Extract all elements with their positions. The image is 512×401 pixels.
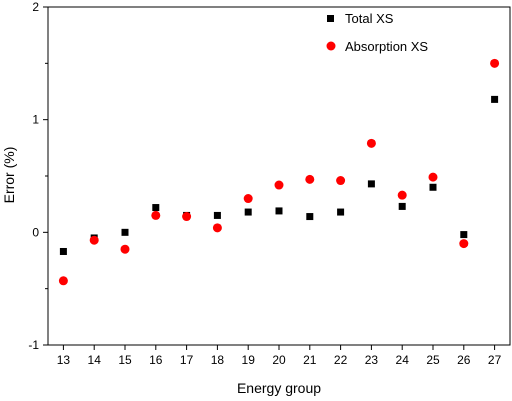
x-tick-label: 24: [396, 353, 410, 367]
x-tick-label: 20: [272, 353, 286, 367]
x-tick-label: 19: [242, 353, 256, 367]
x-tick-label: 27: [488, 353, 502, 367]
data-point-total-xs: [491, 95, 499, 103]
legend-marker-total-xs: [327, 15, 334, 22]
x-tick-label: 13: [57, 353, 71, 367]
y-axis: 2 1 0 -1: [28, 0, 48, 352]
legend: Total XS Absorption XS: [326, 11, 428, 54]
x-tick-label: 21: [303, 353, 317, 367]
data-point-total-xs: [244, 208, 252, 216]
data-point-total-xs: [367, 180, 375, 188]
y-tick-label: -1: [28, 338, 39, 352]
data-point-absorption-xs: [243, 194, 253, 204]
data-points: [58, 58, 500, 286]
data-point-total-xs: [306, 213, 314, 221]
data-point-absorption-xs: [120, 244, 130, 254]
data-point-absorption-xs: [89, 235, 99, 245]
data-point-absorption-xs: [366, 138, 376, 148]
data-point-total-xs: [152, 204, 160, 212]
x-tick-label: 17: [180, 353, 194, 367]
y-tick-label: 2: [32, 0, 39, 14]
data-point-absorption-xs: [459, 239, 469, 249]
data-point-total-xs: [213, 211, 221, 219]
data-point-total-xs: [429, 183, 437, 191]
data-point-absorption-xs: [397, 190, 407, 200]
data-point-absorption-xs: [151, 210, 161, 220]
x-tick-label: 22: [334, 353, 348, 367]
x-tick-label: 16: [149, 353, 163, 367]
x-axis-title: Energy group: [237, 380, 321, 396]
data-point-total-xs: [398, 202, 406, 210]
x-tick-label: 18: [211, 353, 225, 367]
data-point-total-xs: [59, 247, 67, 255]
plot-frame: [47, 6, 511, 346]
legend-label-total-xs: Total XS: [345, 11, 394, 26]
data-point-absorption-xs: [428, 172, 438, 182]
x-tick-label: 15: [118, 353, 132, 367]
data-point-total-xs: [121, 228, 129, 236]
x-tick-label: 25: [426, 353, 440, 367]
data-point-absorption-xs: [274, 180, 284, 190]
x-tick-label: 14: [88, 353, 102, 367]
y-axis-title: Error (%): [1, 147, 17, 204]
y-tick-label: 0: [32, 225, 39, 239]
y-tick-label: 1: [32, 113, 39, 127]
data-point-absorption-xs: [336, 176, 346, 186]
legend-marker-absorption-xs: [326, 41, 336, 51]
legend-label-absorption-xs: Absorption XS: [345, 39, 428, 54]
data-point-absorption-xs: [490, 58, 500, 68]
data-point-total-xs: [460, 231, 468, 239]
data-point-total-xs: [275, 207, 283, 215]
data-point-absorption-xs: [182, 212, 192, 222]
x-tick-label: 23: [365, 353, 379, 367]
x-tick-label: 26: [457, 353, 471, 367]
data-point-total-xs: [337, 208, 345, 216]
data-point-absorption-xs: [212, 223, 222, 233]
data-point-absorption-xs: [305, 174, 315, 184]
x-axis: 13 14 15 16 17 18 19 20 21 22 23 24 25 26 27: [57, 345, 502, 367]
data-point-absorption-xs: [58, 276, 68, 286]
